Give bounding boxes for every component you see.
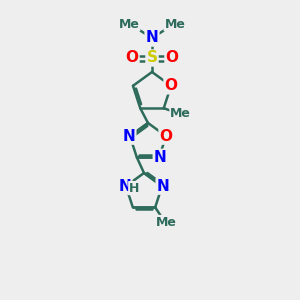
Text: O: O [160, 129, 172, 144]
Text: N: N [123, 129, 135, 144]
Text: N: N [154, 150, 167, 165]
Text: N: N [146, 31, 158, 46]
Text: O: O [125, 50, 139, 65]
Text: Me: Me [165, 17, 185, 31]
Text: Me: Me [170, 107, 191, 120]
Text: Me: Me [118, 17, 140, 31]
Text: S: S [146, 50, 158, 65]
Text: H: H [129, 182, 139, 195]
Text: O: O [164, 78, 178, 93]
Text: Me: Me [156, 216, 177, 229]
Text: N: N [118, 178, 131, 194]
Text: N: N [157, 178, 169, 194]
Text: O: O [166, 50, 178, 65]
